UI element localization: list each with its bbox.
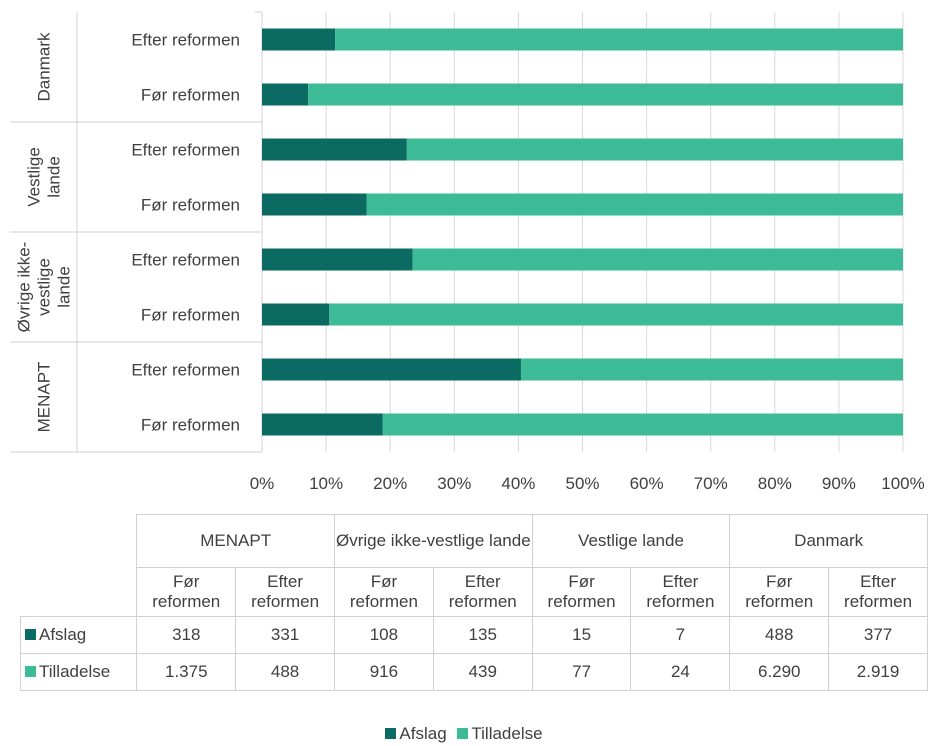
table-row: Afslag 318 331 108 135 15 7 488 377 xyxy=(19,616,928,654)
table-cell: 7 xyxy=(630,616,731,654)
table-sub-header: Før reformen xyxy=(334,567,434,617)
legend-label: Tilladelse xyxy=(471,724,543,743)
table-cell: 439 xyxy=(432,653,533,691)
table-row-header: Tilladelse xyxy=(19,653,138,691)
table-sub-header: Efter reformen xyxy=(432,567,533,617)
bar-category-label: Efter reformen xyxy=(131,361,240,380)
table-corner xyxy=(21,515,137,568)
x-tick-label: 20% xyxy=(373,474,407,493)
afslag-legend-key xyxy=(385,728,397,739)
bar-tilladelse xyxy=(412,248,903,271)
bar-labels: Efter reformen Før reformen Efter reformen… xyxy=(131,31,240,435)
bar-afslag xyxy=(262,28,336,51)
x-tick-labels: 0% 10% 20% 30% 40% 50% 60% 70% 80% 90% 100% xyxy=(250,474,925,493)
bar-category-label: Efter reformen xyxy=(131,141,240,160)
bar-tilladelse xyxy=(329,303,903,326)
x-tick-label: 80% xyxy=(758,474,792,493)
table-cell: 488 xyxy=(235,653,335,691)
row-label-tilladelse: Tilladelse xyxy=(39,662,111,681)
group-label: Danmark xyxy=(35,32,54,101)
group-label: Øvrige ikke-vestligelande xyxy=(15,242,74,333)
table-cell: 77 xyxy=(531,653,632,691)
table-cell: 6.290 xyxy=(729,653,830,691)
table-group-header: Danmark xyxy=(729,514,928,568)
bar-afslag xyxy=(262,138,407,161)
bar-tilladelse xyxy=(335,28,904,51)
table-row: Tilladelse 1.375 488 916 439 77 24 6.290… xyxy=(19,653,928,691)
table-cell: 916 xyxy=(334,653,434,691)
x-tick-label: 60% xyxy=(630,474,664,493)
table-sub-header: Efter reformen xyxy=(828,567,928,617)
table-cell: 318 xyxy=(136,616,237,654)
group-label-line: Danmark xyxy=(35,32,54,101)
bar-afslag xyxy=(262,358,521,381)
chart-legend: Afslag Tilladelse xyxy=(0,724,928,744)
bar-afslag xyxy=(262,413,383,436)
bar-tilladelse xyxy=(382,413,903,436)
group-label: Vestligelande xyxy=(25,147,64,207)
group-label-line: MENAPT xyxy=(35,362,54,433)
table-cell: 331 xyxy=(235,616,335,654)
x-tick-label: 0% xyxy=(250,474,275,493)
table-cell: 15 xyxy=(531,616,632,654)
bars xyxy=(262,28,904,436)
gridlines xyxy=(325,12,904,452)
table-cell: 24 xyxy=(630,653,731,691)
x-tick-label: 40% xyxy=(501,474,535,493)
bar-afslag xyxy=(262,303,330,326)
afslag-legend-key xyxy=(25,629,36,640)
stacked-bar-chart: Efter reformen Før reformen Efter reformen… xyxy=(10,11,925,493)
bar-category-label: Før reformen xyxy=(141,416,240,435)
table-cell: 377 xyxy=(828,616,928,654)
bar-category-label: Før reformen xyxy=(141,86,240,105)
bar-tilladelse xyxy=(366,193,903,216)
table-sub-header: Før reformen xyxy=(531,567,632,617)
group-label-line: Vestlige xyxy=(25,147,44,207)
group-label-line: Øvrige ikke- xyxy=(15,242,34,333)
group-label-line: vestlige xyxy=(35,258,54,316)
bar-afslag xyxy=(262,83,309,106)
table-cell: 1.375 xyxy=(136,653,237,691)
bar-tilladelse xyxy=(308,83,904,106)
bar-category-label: Før reformen xyxy=(141,306,240,325)
table-cell: 108 xyxy=(334,616,434,654)
table-corner xyxy=(21,568,137,617)
table-sub-header: Før reformen xyxy=(136,567,237,617)
legend-item-tilladelse: Tilladelse xyxy=(457,724,543,744)
x-tick-label: 10% xyxy=(309,474,343,493)
table-sub-header: Efter reformen xyxy=(235,567,335,617)
group-label: MENAPT xyxy=(35,362,54,433)
legend-item-afslag: Afslag xyxy=(385,724,447,744)
x-tick-label: 70% xyxy=(694,474,728,493)
bar-afslag xyxy=(262,193,367,216)
tilladelse-legend-key xyxy=(25,666,36,677)
x-tick-label: 90% xyxy=(822,474,856,493)
bar-tilladelse xyxy=(406,138,903,161)
table-group-header: Øvrige ikke-vestlige lande xyxy=(334,514,533,568)
group-label-line: lande xyxy=(45,156,64,198)
x-tick-label: 100% xyxy=(881,474,924,493)
x-tick-label: 50% xyxy=(565,474,599,493)
bar-category-label: Efter reformen xyxy=(131,31,240,50)
bar-category-label: Efter reformen xyxy=(131,251,240,270)
legend-label: Afslag xyxy=(399,724,447,743)
x-tick-label: 30% xyxy=(437,474,471,493)
table-cell: 135 xyxy=(432,616,533,654)
table-sub-header: Før reformen xyxy=(729,567,830,617)
group-label-line: lande xyxy=(55,266,74,308)
table-sub-header: Efter reformen xyxy=(630,567,731,617)
row-label-afslag: Afslag xyxy=(39,625,87,644)
table-cell: 488 xyxy=(729,616,830,654)
table-cell: 2.919 xyxy=(828,653,928,691)
bar-afslag xyxy=(262,248,413,271)
table-row-header: Afslag xyxy=(19,616,138,654)
table-group-header: MENAPT xyxy=(136,514,335,568)
table-group-header: Vestlige lande xyxy=(531,514,731,568)
bar-category-label: Før reformen xyxy=(141,196,240,215)
tilladelse-legend-key xyxy=(457,728,469,739)
bar-tilladelse xyxy=(520,358,903,381)
data-table: MENAPT Øvrige ikke-vestlige lande Vestli… xyxy=(19,514,928,691)
